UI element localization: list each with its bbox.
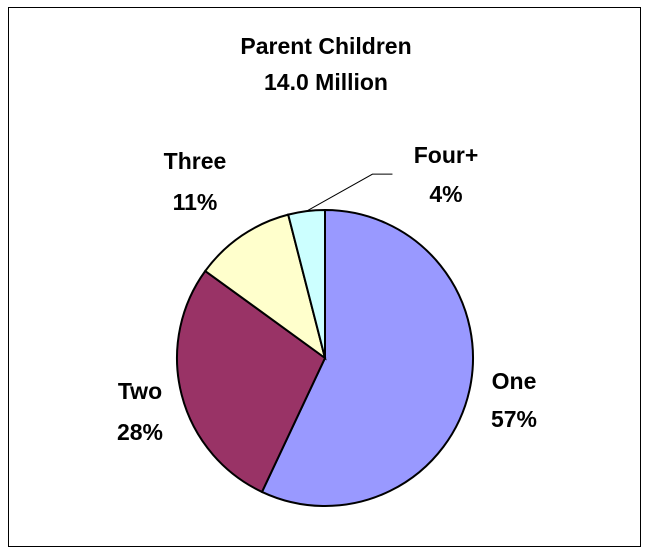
slice-value-two: 28% bbox=[117, 419, 163, 445]
slice-label-three: Three bbox=[164, 148, 227, 174]
slice-value-one: 57% bbox=[491, 406, 537, 432]
pie-slice-four bbox=[286, 208, 326, 359]
pie-slice-two bbox=[176, 269, 327, 494]
leader-line-four-plus bbox=[306, 173, 393, 212]
slice-label-four: Four+ bbox=[414, 142, 479, 168]
pie-slice-one bbox=[260, 208, 474, 507]
chart-title: Parent Children bbox=[240, 33, 412, 59]
chart-subtitle: 14.0 Million bbox=[264, 69, 388, 95]
slice-label-one: One bbox=[492, 368, 537, 394]
slice-value-four: 4% bbox=[429, 181, 462, 207]
slice-label-two: Two bbox=[118, 378, 162, 404]
chart-title-block: Parent Children 14.0 Million bbox=[0, 28, 652, 100]
slice-value-three: 11% bbox=[173, 189, 218, 215]
pie-slice-three bbox=[203, 213, 327, 361]
